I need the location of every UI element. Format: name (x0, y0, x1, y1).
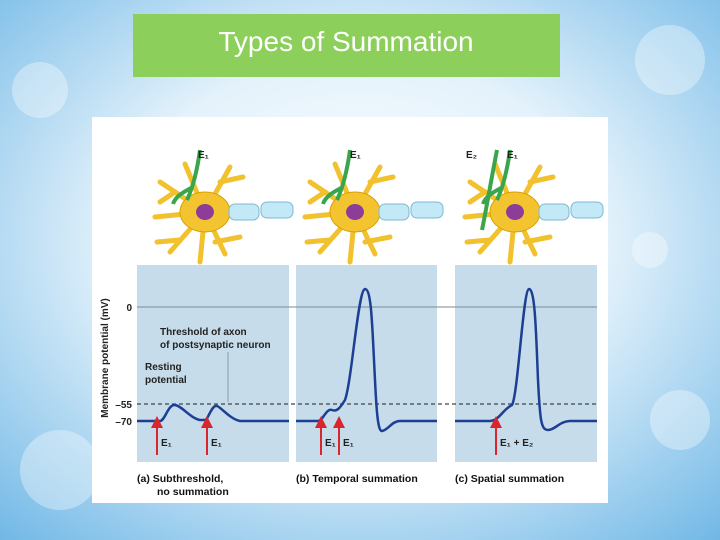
neuron-label: E₁ (350, 150, 361, 161)
y-tick-label: –55 (115, 400, 132, 411)
panels (137, 265, 597, 462)
stimulus-label: E₁ + E₂ (500, 438, 533, 449)
stimulus-label: E₁ (343, 438, 354, 449)
annotation: potential (145, 375, 187, 386)
neuron-label: E₁ (198, 150, 209, 161)
stimulus-label: E₁ (161, 438, 172, 449)
neuron-c (465, 150, 603, 262)
y-tick-label: 0 (126, 303, 132, 314)
y-axis-label: Membrane potential (mV) (100, 298, 111, 417)
reference-lines (137, 306, 597, 405)
caption: no summation (157, 486, 229, 498)
caption: (a) Subthreshold, (137, 473, 223, 485)
annotation: of postsynaptic neuron (160, 340, 271, 351)
stimulus-arrows (151, 416, 502, 455)
neuron-label: E₁ (507, 150, 518, 161)
title: Types of Summation (218, 26, 473, 57)
annotation: Threshold of axon (160, 327, 247, 338)
neuron-label: E₂ (466, 150, 477, 161)
annotation: Resting (145, 362, 182, 373)
title-box (133, 14, 560, 77)
caption: (c) Spatial summation (455, 473, 564, 485)
bokeh (12, 25, 710, 510)
stimulus-label: E₁ (325, 438, 336, 449)
caption: (b) Temporal summation (296, 473, 418, 485)
y-tick-label: –70 (115, 417, 132, 428)
stimulus-label: E₁ (211, 438, 222, 449)
